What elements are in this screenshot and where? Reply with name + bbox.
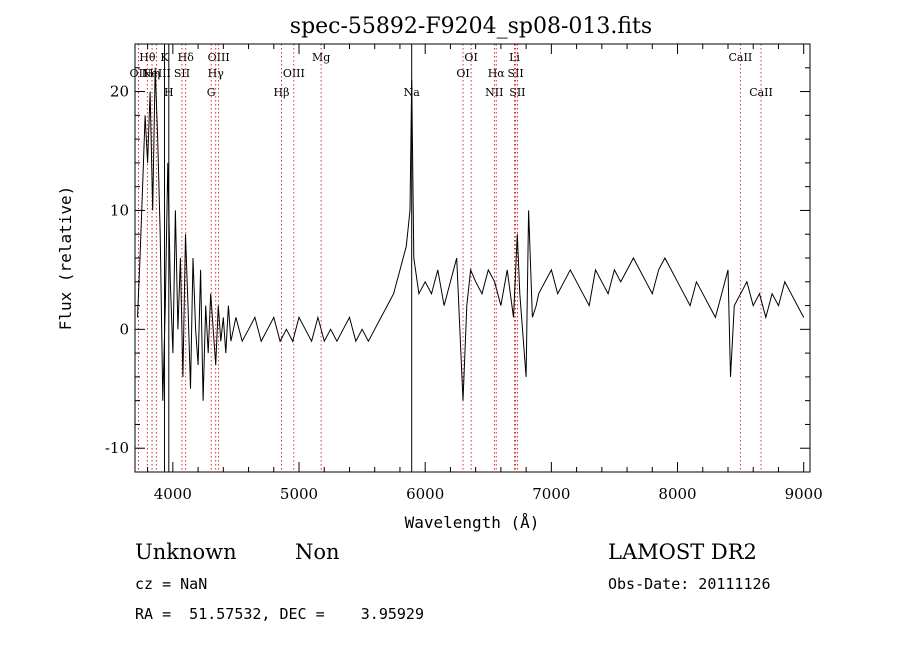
x-tick-label-5: 9000 (785, 485, 823, 503)
y-tick-label-2: 10 (110, 201, 129, 219)
x-tick-label-4: 8000 (658, 485, 696, 503)
object-subclass: Non (295, 540, 340, 564)
survey-name: LAMOST DR2 (608, 540, 757, 564)
x-tick-label-3: 7000 (532, 485, 570, 503)
y-tick-label-0: -10 (105, 439, 129, 457)
redshift-text: cz = NaN (135, 575, 208, 593)
obs-date-text: Obs-Date: 20111126 (608, 575, 771, 593)
series-layer (137, 67, 805, 401)
line-label-layer: OIIHθHηNeIIIKHSIIHδGHγOIIIHβOIIIMgNaOIOI… (130, 51, 773, 99)
coordinates-text: RA = 51.57532, DEC = 3.95929 (135, 605, 424, 623)
chart-title: spec-55892-F9204_sp08-013.fits (290, 14, 652, 39)
spectrum-series-0 (137, 67, 805, 401)
x-tick-label-2: 6000 (406, 485, 444, 503)
y-tick-label-1: 0 (119, 320, 129, 338)
y-axis-label: Flux (relative) (56, 186, 75, 331)
object-type: Unknown (135, 540, 237, 564)
axis-ticks: 4000 5000 6000 7000 8000 9000 -10 0 10 20 (105, 43, 823, 503)
line-marker-layer (138, 44, 762, 472)
x-tick-label-1: 5000 (280, 485, 318, 503)
x-tick-label-0: 4000 (154, 485, 192, 503)
spectrum-chart: spec-55892-F9204_sp08-013.fits OIIHθHηNe… (56, 14, 823, 532)
y-tick-label-3: 20 (110, 83, 129, 101)
x-axis-label: Wavelength (Å) (405, 513, 540, 532)
plot-frame (134, 43, 811, 473)
